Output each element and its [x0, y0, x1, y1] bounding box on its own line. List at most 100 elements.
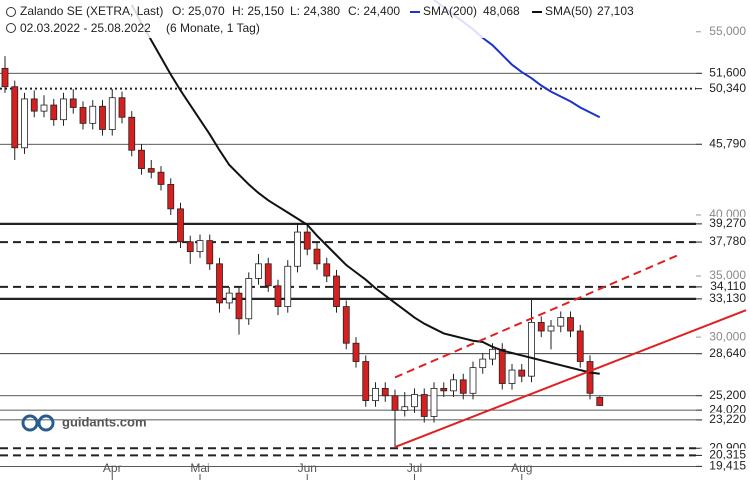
date-range: 02.03.2022 - 25.08.2022: [20, 21, 151, 35]
level-label: 28,640: [709, 346, 746, 360]
level-label-bg: [700, 412, 748, 427]
low: L: 24,380: [290, 4, 340, 18]
candle-body: [196, 240, 204, 253]
header-bg: [0, 0, 690, 38]
period: (6 Monate, 1 Tag): [166, 21, 260, 35]
candle-body: [147, 168, 155, 173]
level-label: 23,220: [709, 412, 746, 426]
header: Zalando SE (XETRA, Last) O: 25,070 H: 25…: [0, 0, 690, 38]
candle-body: [1, 67, 9, 88]
candle-body: [108, 97, 116, 130]
candle-body: [60, 98, 67, 121]
y-tick-label: 55,000: [709, 24, 746, 38]
candle-body: [245, 278, 253, 320]
sma-line: [130, 4, 600, 375]
level-label-bg: [700, 279, 748, 294]
high: H: 25,150: [232, 4, 284, 18]
level-label-bg: [700, 81, 748, 96]
candle-body: [391, 395, 399, 411]
candle-body: [30, 98, 38, 112]
level-label-bg: [700, 448, 748, 463]
clock-icon: [6, 23, 16, 33]
candle-body: [40, 104, 48, 112]
level-label: 34,110: [710, 279, 746, 293]
level-label-bg: [700, 66, 748, 81]
candle-body: [459, 379, 467, 394]
candle-body: [313, 248, 321, 265]
candle-body: [99, 105, 106, 130]
candle-body: [401, 406, 409, 411]
candle-body: [450, 379, 457, 392]
candle-body: [479, 358, 487, 369]
candle-body: [157, 171, 165, 185]
candle-body: [264, 263, 272, 287]
candle-body: [323, 263, 331, 277]
legend-label: SMA(200): [423, 4, 477, 18]
trendline: [394, 309, 747, 448]
x-tick-label: Jul: [407, 461, 422, 475]
close: C: 24,400: [348, 4, 400, 18]
level-label: 45,790: [709, 136, 746, 150]
watermark: guidants.com: [21, 414, 147, 432]
candle-body: [489, 348, 496, 360]
level-label-bg: [700, 137, 748, 152]
candles: [1, 56, 604, 448]
candle-body: [235, 292, 243, 320]
candle-body: [576, 330, 584, 362]
x-tick-label: Mai: [190, 461, 209, 475]
candle-body: [303, 231, 311, 250]
candle-body: [362, 361, 370, 402]
icon: [6, 7, 16, 17]
level-label: 20,315: [709, 448, 746, 462]
candle-body: [89, 105, 97, 124]
level-label-bg: [700, 291, 748, 306]
level-label-bg: [700, 388, 748, 403]
logo: [21, 414, 39, 432]
candle-body: [79, 107, 87, 124]
candle-body: [440, 387, 448, 392]
candle-body: [50, 104, 58, 121]
candle-body: [11, 86, 19, 149]
level-label: 19,415: [709, 459, 746, 473]
candle-body: [498, 348, 506, 384]
candle-body: [372, 387, 379, 402]
candle-body: [342, 306, 350, 344]
x-tick-label: Apr: [103, 461, 122, 475]
candle-body: [567, 317, 574, 332]
candle-body: [547, 325, 555, 332]
candle-body: [596, 396, 604, 406]
candle-body: [586, 361, 594, 394]
candle-body: [177, 208, 184, 243]
candle-body: [333, 275, 340, 307]
candle-body: [469, 367, 477, 394]
candle-body: [274, 285, 282, 307]
legend-label: SMA(50): [545, 4, 592, 18]
candle-body: [21, 98, 28, 149]
level-label: 39,270: [709, 216, 746, 230]
level-label: 37,780: [709, 234, 746, 248]
x-tick-label: Aug: [511, 461, 532, 475]
level-label-bg: [700, 216, 748, 231]
candle-body: [381, 387, 389, 397]
candle-body: [294, 231, 301, 267]
logo: [37, 414, 55, 432]
candle-body: [352, 342, 360, 362]
candle-body: [255, 263, 262, 279]
y-tick-label: 35,000: [709, 268, 746, 282]
candle-body: [206, 240, 214, 265]
level-label-bg: [700, 235, 748, 250]
candle-body: [430, 387, 438, 417]
candle-body: [284, 265, 292, 307]
candle-body: [118, 97, 126, 118]
candle-body: [411, 394, 418, 408]
candle-body: [225, 292, 233, 304]
legend-value: 27,103: [597, 4, 634, 18]
level-label: 33,130: [709, 291, 746, 305]
level-label-bg: [700, 346, 748, 361]
candle-body: [557, 317, 565, 327]
candle-body: [128, 116, 136, 151]
watermark-text: guidants.com: [62, 414, 147, 429]
levels: [0, 72, 696, 467]
candle-body: [138, 149, 145, 169]
